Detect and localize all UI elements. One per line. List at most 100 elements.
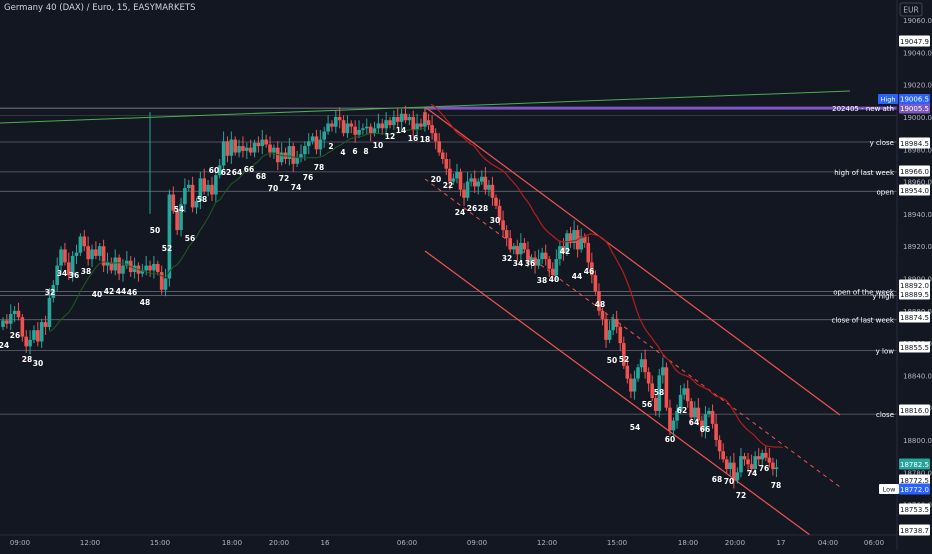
candle[interactable]: [47, 297, 52, 327]
candle[interactable]: [12, 310, 17, 315]
candle[interactable]: [504, 230, 509, 239]
candle[interactable]: [32, 330, 36, 340]
candle[interactable]: [696, 407, 701, 421]
candle[interactable]: [272, 147, 276, 153]
candle[interactable]: [1, 320, 5, 327]
candle[interactable]: [483, 176, 488, 190]
candle[interactable]: [689, 401, 694, 418]
candle[interactable]: [403, 113, 408, 121]
candle[interactable]: [384, 120, 388, 129]
candle[interactable]: [426, 120, 431, 126]
price-tag[interactable]: [899, 404, 930, 416]
candle[interactable]: [295, 157, 299, 164]
candle[interactable]: [268, 144, 272, 153]
candle[interactable]: [749, 464, 754, 470]
candle[interactable]: [248, 147, 253, 153]
candle[interactable]: [614, 318, 619, 327]
candle[interactable]: [590, 262, 594, 276]
candle[interactable]: [140, 270, 145, 274]
candle[interactable]: [604, 318, 608, 340]
candle[interactable]: [194, 200, 199, 208]
candle[interactable]: [353, 126, 357, 135]
candle[interactable]: [368, 126, 373, 134]
candle[interactable]: [364, 126, 369, 129]
candle[interactable]: [526, 249, 530, 263]
candle[interactable]: [430, 125, 434, 134]
candle[interactable]: [287, 146, 292, 159]
candle[interactable]: [51, 284, 56, 298]
candle[interactable]: [372, 128, 377, 134]
price-tag[interactable]: [899, 165, 930, 177]
candle[interactable]: [643, 359, 647, 373]
candle[interactable]: [217, 165, 222, 176]
candle[interactable]: [202, 178, 207, 192]
candle[interactable]: [28, 339, 32, 347]
candle[interactable]: [260, 139, 265, 147]
candle[interactable]: [419, 123, 423, 127]
candle[interactable]: [163, 278, 168, 290]
candle[interactable]: [322, 131, 327, 140]
candle[interactable]: [671, 420, 676, 431]
candle[interactable]: [629, 378, 633, 392]
candle[interactable]: [256, 142, 261, 147]
candle[interactable]: [582, 236, 587, 243]
candle[interactable]: [94, 249, 98, 256]
candle[interactable]: [547, 259, 552, 269]
price-tag[interactable]: [899, 474, 930, 486]
price-tag[interactable]: [899, 279, 930, 291]
candle[interactable]: [70, 255, 75, 276]
candle[interactable]: [774, 467, 779, 470]
candle[interactable]: [561, 246, 566, 253]
candle[interactable]: [101, 246, 106, 266]
candle[interactable]: [760, 452, 765, 460]
candle[interactable]: [586, 242, 591, 263]
candle[interactable]: [229, 139, 234, 156]
price-tag[interactable]: [899, 341, 930, 353]
candle[interactable]: [597, 291, 601, 311]
candle[interactable]: [746, 459, 750, 465]
candle[interactable]: [632, 378, 637, 392]
candle[interactable]: [233, 139, 237, 153]
candle[interactable]: [451, 178, 456, 182]
candle[interactable]: [771, 462, 775, 470]
candle[interactable]: [678, 394, 683, 411]
candle[interactable]: [611, 318, 615, 331]
candle[interactable]: [310, 136, 315, 142]
candle[interactable]: [693, 407, 697, 418]
candle[interactable]: [388, 120, 392, 126]
candle[interactable]: [395, 117, 400, 122]
candle[interactable]: [171, 194, 176, 211]
candle[interactable]: [607, 330, 612, 340]
candle[interactable]: [167, 194, 172, 279]
candle[interactable]: [682, 388, 686, 395]
candle[interactable]: [380, 123, 385, 129]
candle[interactable]: [657, 375, 662, 411]
candle[interactable]: [433, 133, 438, 142]
candle[interactable]: [732, 462, 736, 481]
candle[interactable]: [144, 265, 148, 271]
candle[interactable]: [600, 310, 605, 319]
candle[interactable]: [714, 423, 718, 440]
candle[interactable]: [117, 257, 121, 274]
candle[interactable]: [337, 117, 342, 121]
candle[interactable]: [357, 129, 361, 135]
high-value-tag[interactable]: [899, 94, 930, 104]
candle[interactable]: [125, 260, 129, 266]
candle[interactable]: [148, 265, 152, 271]
candle[interactable]: [152, 263, 156, 271]
candle[interactable]: [183, 188, 187, 205]
candle[interactable]: [90, 249, 94, 260]
price-tag[interactable]: [899, 137, 930, 149]
candle[interactable]: [109, 262, 114, 271]
candle[interactable]: [252, 142, 257, 153]
candle[interactable]: [703, 414, 708, 431]
candle[interactable]: [636, 367, 640, 379]
candle[interactable]: [440, 152, 445, 159]
candle[interactable]: [121, 265, 125, 274]
candle[interactable]: [558, 246, 562, 260]
candle[interactable]: [554, 259, 559, 276]
candle[interactable]: [97, 246, 102, 256]
candle[interactable]: [724, 459, 729, 470]
